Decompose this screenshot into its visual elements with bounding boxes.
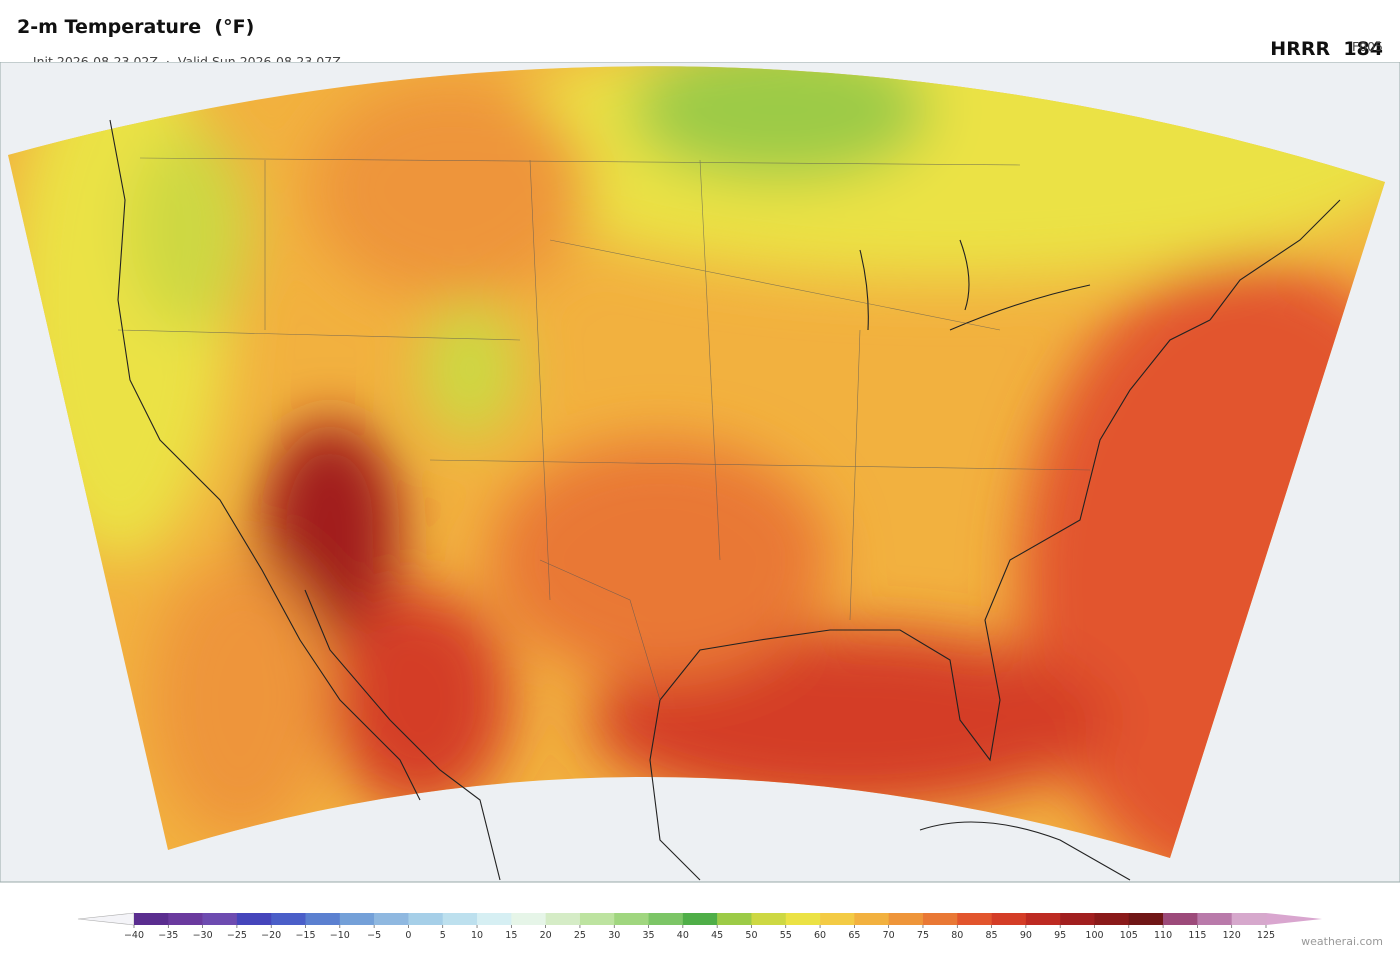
colorbar-tick-label: 40 [677,930,689,941]
colorbar-tick-label: 35 [642,930,654,941]
temperature-field [8,66,1385,858]
colorbar-segment [991,913,1027,925]
colorbar-segment [1094,913,1130,925]
colorbar-over [1266,913,1322,925]
colorbar-tick-label: −25 [227,930,247,941]
colorbar-segment [820,913,855,925]
colorbar-segment [888,913,924,925]
watermark: weatherai.com [1301,935,1383,948]
colorbar-tick-label: −40 [124,930,144,941]
colorbar-tick-label: −5 [367,930,381,941]
colorbar-segment [854,913,889,925]
colorbar-segment [717,913,752,925]
colorbar-tick-label: 25 [574,930,586,941]
colorbar-segment [1060,913,1095,925]
colorbar-tick-label: 90 [1020,930,1032,941]
colorbar-segment [545,913,581,925]
colorbar-tick-label: 50 [745,930,757,941]
model: HRRR 184 [1244,16,1383,82]
colorbar-segment [614,913,649,925]
colorbar-segment [236,913,272,925]
colorbar-tick-label: 30 [608,930,620,941]
colorbar-segment [1128,913,1164,925]
colorbar-segment [202,913,238,925]
colorbar-segment [134,913,169,925]
colorbar: −40 −35 −30 −25 −20 −15 −10 −5 0 5 10 15 20 25 30 35 40 4… [77,912,1322,941]
colorbar-tick-label: 70 [883,930,895,941]
colorbar-tick-label: 110 [1154,930,1172,941]
colorbar-tick-label: 80 [951,930,963,941]
colorbar-tick-label: 0 [405,930,411,941]
colorbar-tick-label: 100 [1085,930,1103,941]
colorbar-tick-label: 10 [471,930,483,941]
colorbar-tick-label: 60 [814,930,826,941]
colorbar-segment [339,913,375,925]
colorbar-segment [785,913,821,925]
colorbar-segment [1163,913,1198,925]
colorbar-tick-label: 115 [1188,930,1206,941]
colorbar-tick-label: 15 [505,930,517,941]
colorbar-segment [579,913,615,925]
title: 2-m Temperature (°F) [17,16,255,38]
colorbar-segment [648,913,684,925]
colorbar-segment [511,913,546,925]
colorbar-segment [305,913,341,925]
colorbar-tick-label: −15 [295,930,315,941]
colorbar-tick-label: −35 [158,930,178,941]
colorbar-segment [1231,913,1267,925]
colorbar-tick-label: 55 [780,930,792,941]
colorbar-tick-label: 125 [1257,930,1275,941]
colorbar-tick-label: 105 [1120,930,1138,941]
colorbar-under [77,912,135,926]
colorbar-segment [1025,913,1061,925]
colorbar-tick-label: 75 [917,930,929,941]
model-name: HRRR [1270,38,1331,60]
borders [117,157,1091,701]
forecast-hour: F005 [1351,39,1383,54]
colorbar-segment [374,913,409,925]
colorbar-segment [442,913,478,925]
colorbar-segment [922,913,958,925]
colorbar-segment [408,913,444,925]
colorbar-tick-label: 120 [1223,930,1241,941]
colorbar-segment [957,913,992,925]
colorbar-segment [271,913,306,925]
colorbar-tick-label: 95 [1054,930,1066,941]
colorbar-tick-label: 5 [440,930,446,941]
colorbar-segment [682,913,718,925]
colorbar-tick-label: 85 [986,930,998,941]
colorbar-segment [477,913,512,925]
colorbar-segment [751,913,787,925]
colorbar-tick-label: 65 [848,930,860,941]
colorbar-segment [168,913,203,925]
colorbar-tick-label: 20 [540,930,552,941]
colorbar-segment [1197,913,1232,925]
colorbar-tick-label: −30 [193,930,213,941]
map [0,62,1400,883]
colorbar-tick-label: −10 [330,930,350,941]
model-run: 184 [1343,38,1383,60]
colorbar-tick-label: −20 [261,930,281,941]
colorbar-tick-label: 45 [711,930,723,941]
